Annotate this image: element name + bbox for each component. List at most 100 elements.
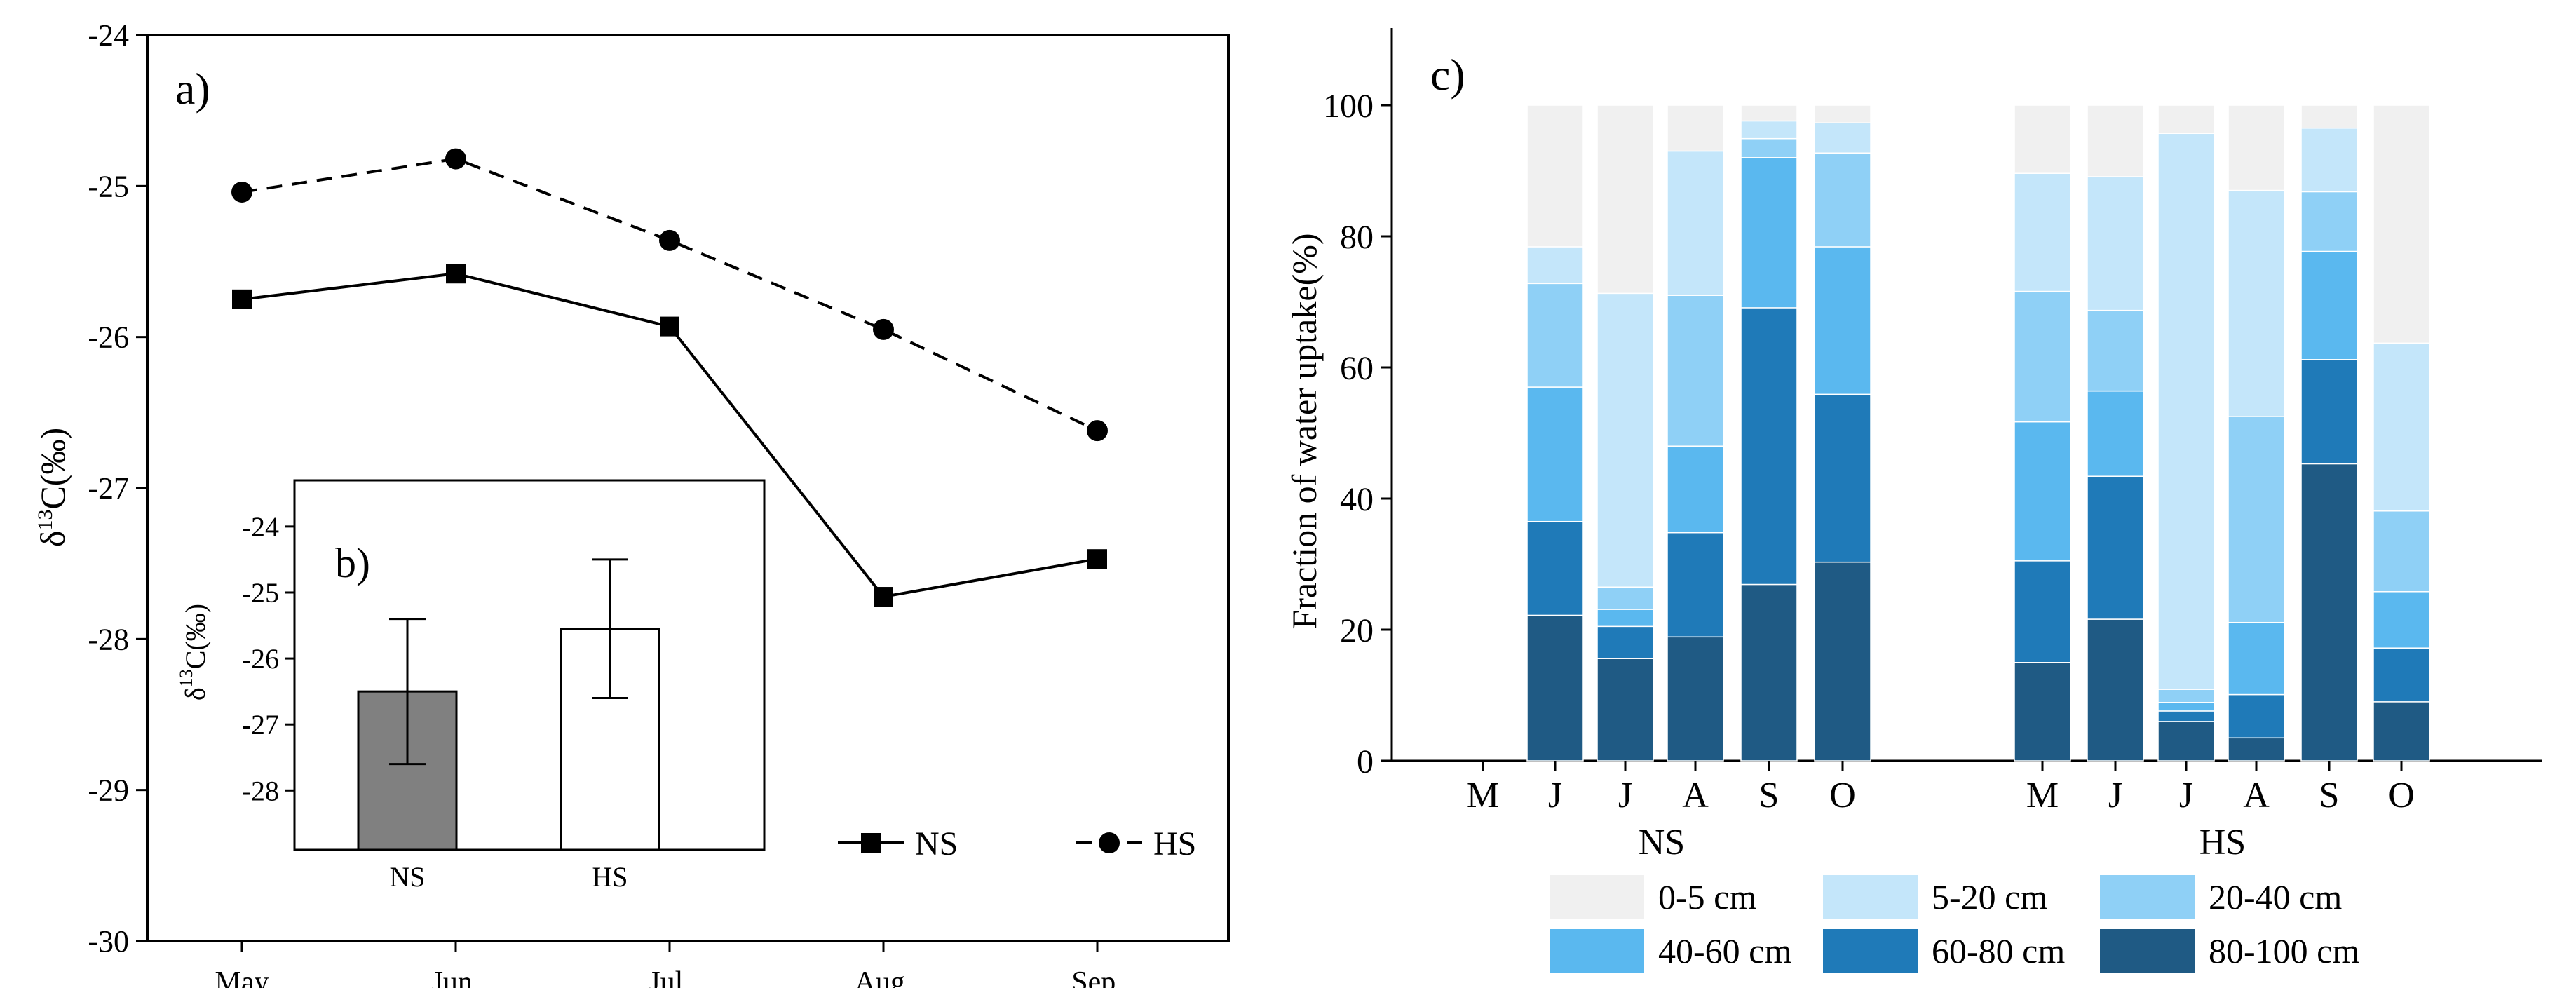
panel-c-bar-segment-HS-S-5-20cm xyxy=(2300,127,2358,193)
panel-c-bar-segment-HS-O-20-40cm xyxy=(2373,510,2430,593)
panel-a-point-NS xyxy=(874,587,893,607)
panel-c-bar-segment-NS-J-0-5cm xyxy=(1526,104,1584,248)
panel-c-bar-segment-HS-J-80-100cm xyxy=(2087,618,2144,762)
panel-c-bar-segment-HS-M-5-20cm xyxy=(2014,172,2071,292)
panel-c-bar-segment-NS-J-40-60cm xyxy=(1597,609,1654,628)
panel-c-bar-segment-NS-S-40-60cm xyxy=(1740,157,1798,309)
panel-a-y-axis-label: δ13C(‰) xyxy=(33,428,72,547)
panel-c-legend-swatch-20-40cm xyxy=(2100,875,2195,919)
panel-c-bar-segment-HS-J-60-80cm xyxy=(2157,710,2215,722)
panel-a-line-chart: a) δ13C(‰) -24 -25 -26 -27 -28 -29 -30 May Jun. J… xyxy=(33,18,1230,988)
panel-c-bar-segment-HS-S-60-80cm xyxy=(2300,359,2358,465)
panel-c-bar-segment-HS-O-5-20cm xyxy=(2373,342,2430,512)
panel-c-bar-segment-HS-S-80-100cm xyxy=(2300,463,2358,762)
panel-c-bar-segment-NS-O-20-40cm xyxy=(1814,152,1871,248)
panel-c-bar-segment-HS-M-20-40cm xyxy=(2014,290,2071,423)
panel-c-bar-segment-HS-J-80-100cm xyxy=(2157,721,2215,762)
panel-c-group-label-NS: NS xyxy=(1639,823,1685,862)
panel-b-y-axis-label: δ13C(‰) xyxy=(176,604,211,701)
panel-c-bar-segment-NS-A-80-100cm xyxy=(1667,636,1724,762)
panel-a-legend-marker-NS xyxy=(861,833,881,853)
panel-c-bar-segment-NS-S-80-100cm xyxy=(1740,583,1798,762)
panel-a-point-NS xyxy=(232,289,252,309)
panel-c-x-tick-label: M xyxy=(2026,776,2059,816)
panel-c-label: c) xyxy=(1430,50,1465,100)
panel-c-bar-segment-HS-A-40-60cm xyxy=(2228,621,2285,696)
panel-c-x-tick-label: J xyxy=(2179,776,2193,816)
panel-c-bar-segment-HS-O-60-80cm xyxy=(2373,647,2430,703)
panel-c-bar-segment-HS-J-40-60cm xyxy=(2087,390,2144,477)
panel-c-legend-swatch-60-80cm xyxy=(1823,929,1918,973)
panel-b-y-tick-label: -27 xyxy=(242,709,279,740)
panel-b-y-tick-label: -26 xyxy=(242,643,279,675)
panel-c-bar-segment-HS-O-80-100cm xyxy=(2373,701,2430,762)
panel-c-legend-swatch-40-60cm xyxy=(1550,929,1644,973)
panel-c-legend-label-5-20cm: 5-20 cm xyxy=(1932,877,2047,916)
panel-a-x-tick-label: Sep. xyxy=(1071,966,1123,988)
panel-b-y-tick-label: -25 xyxy=(242,577,279,609)
panel-a-y-tick-label: -24 xyxy=(88,18,129,53)
panel-c-y-tick-label: 20 xyxy=(1340,612,1374,649)
panel-b-label: b) xyxy=(335,540,370,586)
panel-c-bar-segment-NS-J-5-20cm xyxy=(1526,246,1584,285)
panel-b-x-tick-label-NS: NS xyxy=(389,861,425,893)
panel-c-bar-segment-NS-J-40-60cm xyxy=(1526,386,1584,522)
panel-c-bar-segment-NS-S-20-40cm xyxy=(1740,137,1798,158)
panel-c-x-tick-label: M xyxy=(1467,776,1499,816)
panel-c-bar-segment-NS-J-5-20cm xyxy=(1597,292,1654,588)
panel-c-legend-swatch-0-5cm xyxy=(1550,875,1644,919)
panel-a-point-HS xyxy=(445,148,466,170)
panel-a-point-HS xyxy=(873,318,894,340)
panel-c-y-tick-label: 80 xyxy=(1340,219,1374,256)
panel-c-bar-segment-HS-J-5-20cm xyxy=(2087,176,2144,311)
panel-c-bar-segment-HS-J-40-60cm xyxy=(2157,702,2215,712)
panel-a-point-NS xyxy=(660,316,679,337)
panel-a-x-tick-label: Aug. xyxy=(855,966,913,988)
panel-a-y-tick-label: -27 xyxy=(88,471,129,506)
panel-c-bar-segment-NS-J-0-5cm xyxy=(1597,104,1654,295)
panel-c-bar-segment-HS-A-0-5cm xyxy=(2228,104,2285,191)
panel-c-bar-segment-HS-J-0-5cm xyxy=(2157,104,2215,134)
panel-c-y-tick-label: 100 xyxy=(1323,88,1374,125)
panel-c-bar-segment-HS-A-5-20cm xyxy=(2228,189,2285,417)
panel-a-x-tick-label: Jun. xyxy=(432,966,480,988)
panel-a-point-NS xyxy=(1087,549,1107,569)
panel-c-stacked-bar-chart: c) Fraction of water uptake(%) 0 20 40 60 80… xyxy=(1284,28,2542,973)
panel-c-legend-label-40-60cm: 40-60 cm xyxy=(1658,931,1791,970)
panel-c-bar-segment-NS-S-60-80cm xyxy=(1740,307,1798,586)
panel-a-y-tick-label: -28 xyxy=(88,622,129,656)
panel-c-x-tick-label: J xyxy=(1548,776,1562,816)
panel-c-bar-segment-HS-S-20-40cm xyxy=(2300,191,2358,252)
panel-c-x-tick-label: J xyxy=(2108,776,2122,816)
panel-c-x-tick-label: J xyxy=(1618,776,1632,816)
panel-c-x-tick-label: A xyxy=(2243,776,2270,816)
panel-c-bar-segment-HS-O-40-60cm xyxy=(2373,591,2430,649)
panel-a-point-HS xyxy=(1087,420,1108,442)
panel-c-bar-segment-NS-O-80-100cm xyxy=(1814,561,1871,762)
panel-a-y-tick-label: -29 xyxy=(88,773,129,808)
panel-c-bar-segment-HS-A-60-80cm xyxy=(2228,693,2285,739)
panel-b-bar-chart: δ13C(‰) b) -24 -25 -26 -27 -28 NS HS xyxy=(176,479,766,893)
panel-a-x-tick-label: May xyxy=(215,966,269,988)
panel-a-point-HS xyxy=(231,181,252,203)
panel-c-bar-segment-HS-J-20-40cm xyxy=(2087,309,2144,392)
panel-c-bar-segment-HS-S-40-60cm xyxy=(2300,250,2358,360)
panel-c-bar-segment-NS-J-60-80cm xyxy=(1597,625,1654,659)
panel-c-bar-segment-NS-A-60-80cm xyxy=(1667,532,1724,638)
panel-c-bar-segment-HS-S-0-5cm xyxy=(2300,104,2358,129)
panel-c-bar-segment-NS-J-80-100cm xyxy=(1526,614,1584,762)
panel-c-group-label-HS: HS xyxy=(2199,823,2246,862)
panel-c-bar-segment-NS-O-40-60cm xyxy=(1814,246,1871,395)
panel-c-x-tick-label: S xyxy=(1759,776,1780,816)
panel-b-y-tick-label: -28 xyxy=(242,775,279,806)
panel-c-bar-segment-NS-J-60-80cm xyxy=(1526,520,1584,616)
panel-c-bar-segment-NS-A-0-5cm xyxy=(1667,104,1724,152)
panel-c-bar-segment-HS-M-60-80cm xyxy=(2014,560,2071,663)
panel-c-bar-segment-HS-M-80-100cm xyxy=(2014,662,2071,762)
panel-c-bar-segment-NS-J-20-40cm xyxy=(1597,586,1654,610)
panel-c-bar-segment-NS-J-20-40cm xyxy=(1526,283,1584,388)
panel-c-bar-segment-NS-O-0-5cm xyxy=(1814,104,1871,123)
panel-b-y-tick-label: -24 xyxy=(242,511,279,543)
panel-a-legend-label-NS: NS xyxy=(915,825,958,862)
